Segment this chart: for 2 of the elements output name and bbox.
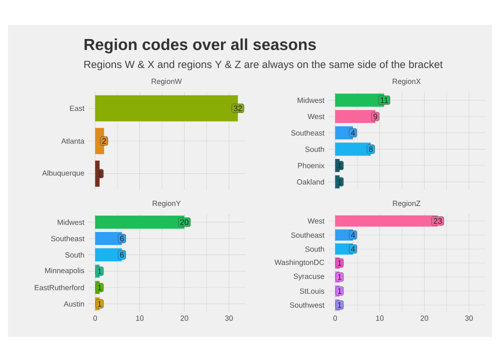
text: Region codes over all seasons <box>84 38 316 54</box>
text: Regions W & X and regions Y & Z are always on the same side of the bracket <box>84 60 443 70</box>
